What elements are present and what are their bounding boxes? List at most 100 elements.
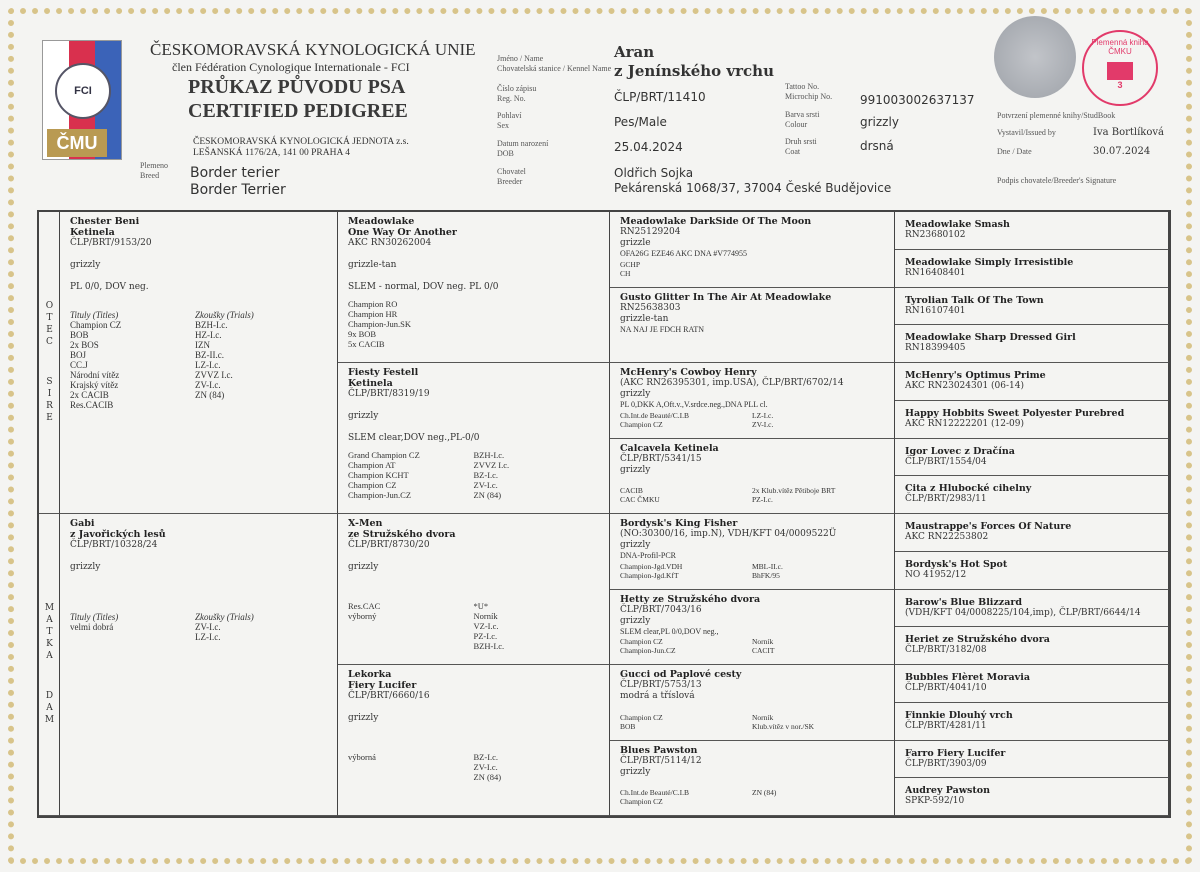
titles-trials: GCHP CH [620,260,884,278]
side-label-sire: OTEC SIRE [39,212,60,514]
microchip: 991003002637137 [860,93,975,107]
trial-item: ZVVZ I.c. [195,370,233,380]
org-name: ČESKOMORAVSKÁ KYNOLOGICKÁ UNIE [150,40,476,59]
ancestor-name: Calcavela Ketinela [620,442,719,454]
title-item: Krajský vítěz [70,380,119,390]
trial-item: ZV-I.c. [473,480,498,490]
titles-trials: CACIB CAC ČMKU 2x Klub.vítěz Pětiboje BRT P… [620,486,884,504]
issuer-name: ČESKOMORAVSKÁ KYNOLOGICKÁ JEDNOTA z.s. [193,137,409,147]
ancestor-health: NA NAJ JE FDCH RATN [620,324,705,334]
breeder-name: Oldřich Sojka [614,166,694,180]
trial-item: BZH-I.c. [195,320,228,330]
great-grandparent-cell: Blues Pawston ČLP/BRT/5114/12 grizzly Ch.I… [610,740,895,816]
titles-list: Grand Champion CZ Champion AT Champion KCH… [348,450,474,500]
ancestor-name: z Javořických lesů [70,529,166,540]
great-great-grandparent-cell: Farro Fiery Lucifer ČLP/BRT/3903/09 [895,740,1169,779]
great-great-grandparent-cell: Cita z Hlubocké cihelny ČLP/BRT/2983/11 [895,476,1169,514]
spacer [348,724,599,735]
ancestor-color: grizzly [70,562,101,572]
dog-reg-no: ČLP/BRT/11410 [614,90,706,104]
title-item: Champion HR [348,309,398,319]
ancestor-color: grizzly [70,260,101,270]
titles-trials: Ch.Int.de Beauté/C.I.B Champion CZ ZN (84) [620,788,884,806]
coat-label: Druh srsti Coat [785,137,817,156]
ancestor-reg: (NO:30300/16, imp.N), VDH/KFT 04/0009522… [620,529,837,539]
colour: grizzly [860,115,899,129]
dog-kennel: z Jenínského vrchu [614,62,774,80]
issue-date: 30.07.2024 [1093,146,1151,157]
ancestor-health: SLEM - normal, DOV neg. PL 0/0 [348,282,499,292]
pedigree-table: OTEC SIRE MATKA DAM Chester Beni Ketinela… [37,210,1171,818]
titles-list: Champion-Jgd.VDH Champion-Jgd.KfT [620,562,752,580]
issued-by-label: Vystavil/Issued by [997,128,1056,137]
trial-item: ZVVZ I.c. [473,460,510,470]
title-item: CC.J [70,360,88,370]
spacer [70,271,327,282]
ancestor-health [620,778,884,788]
ancestor-name: Meadowlake DarkSide Of The Moon [620,216,812,227]
title-item: Champion CZ [620,419,663,429]
title-item: CACIB [620,486,643,495]
title-item: 2x BOS [70,340,99,350]
ancestor-name: McHenry's Cowboy Henry [620,367,757,378]
titles-trials: výborná BZ-I.c. ZV-I.c. ZN (84) [348,752,599,782]
trial-item: BZ-I.c. [473,470,499,480]
ancestor-reg: ČLP/BRT/8319/19 [348,389,430,399]
great-great-grandparent-cell: Bordysk's Hot Spot NO 41952/12 [895,551,1169,590]
reg-label: Číslo zápisu Reg. No. [497,84,537,103]
spacer [348,249,599,260]
ancestor-health: PL 0/0, DOV neg. [70,282,149,292]
spacer [70,551,327,562]
ancestor-reg: AKC RN12222201 (12-09) [905,418,1025,429]
title-item: GCHP [620,259,641,269]
ancestor-reg: RN25638303 [620,302,681,313]
dog-sex: Pes/Male [614,115,667,129]
title-item: Ch.Int.de Beauté/C.I.B [620,410,689,420]
ancestor-name: Igor Lovec z Dračína [905,445,1015,457]
trials-list [752,260,884,278]
trial-item: LZ-I.c. [195,360,221,370]
side-label-dam-en: DAM [44,690,55,727]
breed-cz: Border terier [190,165,280,181]
trial-item: Klub.vítěz v nor./SK [752,721,815,731]
trial-item: ZN (84) [195,390,225,400]
ancestor-name: Cita z Hlubocké cihelny [905,483,1032,495]
title-item: Champion CZ [620,797,663,806]
trial-item: PZ-I.c. [752,495,773,504]
studbook-stamp: Plemenná kniha ČMKU 3 [1082,30,1158,106]
ancestor-color: modrá a tříslová [620,691,695,701]
dog-dob: 25.04.2024 [614,140,683,154]
great-grandparent-cell: Hetty ze Stružského dvora ČLP/BRT/7043/16… [610,589,895,665]
ancestor-reg: RN16408401 [905,267,966,278]
ancestor-reg: (AKC RN26395301, imp.USA), ČLP/BRT/6702/… [620,378,844,388]
titles-list: Tituly (Titles) Champion CZ BOB 2x BOS BOJ CC… [70,310,195,410]
titles-header: Tituly (Titles) [70,310,119,320]
side-label-matka: MATKA [44,602,55,663]
ancestor-name: X-Men [348,518,383,529]
cmu-logo-mark: ČMU [47,129,107,157]
ancestor-name: Maustrappe's Forces Of Nature [905,521,1072,532]
colour-label: Barva srsti Colour [785,110,820,129]
ancestor-color: grizzle-tan [620,313,669,324]
trials-list: Norník CACIT [752,637,884,655]
great-great-grandparent-cell: Meadowlake Sharp Dressed Girl RN18399405 [895,325,1169,363]
ancestor-name: Chester Beni [70,216,140,227]
ancestor-name: Meadowlake Smash [905,219,1010,230]
ancestor-name: Bubbles Flèret Moravia [905,672,1030,683]
titles-list: Champion CZ BOB [620,713,752,731]
ancestor-health [620,476,884,486]
trials-list: BZH-I.c. ZVVZ I.c. BZ-I.c. ZV-I.c. ZN (84) [474,450,600,500]
ancestor-name: Fiesty Festell [348,367,419,378]
title-item: Champion RO [348,299,398,309]
ancestor-reg: ČLP/BRT/6660/16 [348,691,430,701]
title-item: Champion CZ [348,480,397,490]
trial-item: ZN (84) [752,788,777,797]
dog-name: Aran [614,43,655,61]
ancestor-health [620,702,884,712]
great-great-grandparent-cell: Tyrolian Talk Of The Town RN16107401 [895,287,1169,326]
great-great-grandparent-cell: Meadowlake Simply Irresistible RN16408401 [895,249,1169,288]
title-item: Res.CACIB [70,400,114,410]
dob-label: Datum narození DOB [497,139,549,158]
trials-list: 2x Klub.vítěz Pětiboje BRT PZ-I.c. [752,486,884,504]
spacer [348,400,599,411]
